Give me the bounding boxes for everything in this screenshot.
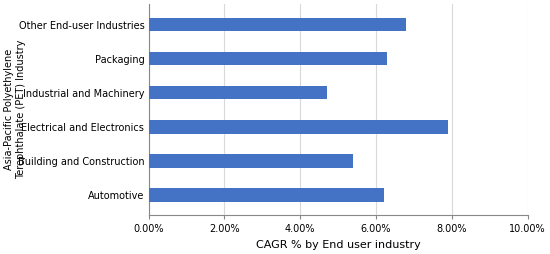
Bar — [148, 86, 327, 100]
Bar — [148, 52, 387, 66]
X-axis label: CAGR % by End user industry: CAGR % by End user industry — [256, 240, 420, 250]
Bar — [148, 18, 406, 31]
Bar — [148, 154, 353, 168]
Bar — [148, 120, 448, 134]
Bar — [148, 188, 383, 202]
Y-axis label: Asia-Pacific Polyethylene
Terephthalate (PET) Industry: Asia-Pacific Polyethylene Terephthalate … — [4, 40, 26, 179]
